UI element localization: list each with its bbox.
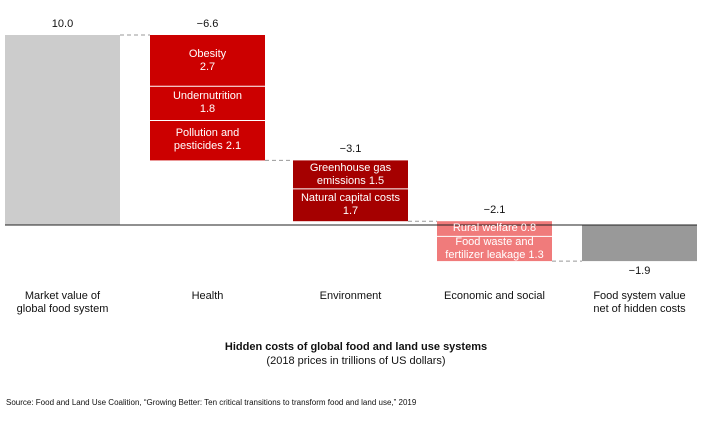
waterfall-chart [5,34,697,262]
bar-segment [293,188,408,222]
bar-segment [293,160,408,189]
value-label: 10.0 [51,18,74,30]
chart-subtitle: (2018 prices in trillions of US dollars) [266,355,446,367]
chart-title: Hidden costs of global food and land use… [224,341,488,353]
category-label: Economic and social [444,290,545,302]
category-label: Market value of global food system [16,290,109,315]
value-label: −3.1 [339,143,362,156]
bar-net-value [582,225,697,262]
bar-market-value [5,35,120,225]
category-label: Environment [319,290,382,302]
segment-label: Obesity 2.7 [188,47,227,73]
bar-segment [150,120,265,161]
bar-segment [437,236,552,262]
value-label: −2.1 [483,204,506,217]
bar-segment [150,35,265,87]
segment-label: Undernutrition 1.8 [172,90,243,116]
segment-label: Food waste and fertilizer leakage 1.3 [445,235,544,261]
segment-label: Natural capital costs 1.7 [300,192,401,218]
value-label: −1.9 [628,265,651,278]
bar-segment [150,86,265,121]
category-label: Food system value net of hidden costs [593,290,686,315]
segment-label: Rural welfare 0.8 [452,222,537,235]
segment-label: Pollution and pesticides 2.1 [173,127,242,153]
value-label: −6.6 [196,18,219,30]
segment-label: Greenhouse gas emissions 1.5 [309,161,392,187]
category-label: Health [191,290,224,302]
source-note: Source: Food and Land Use Coalition, “Gr… [6,398,417,407]
